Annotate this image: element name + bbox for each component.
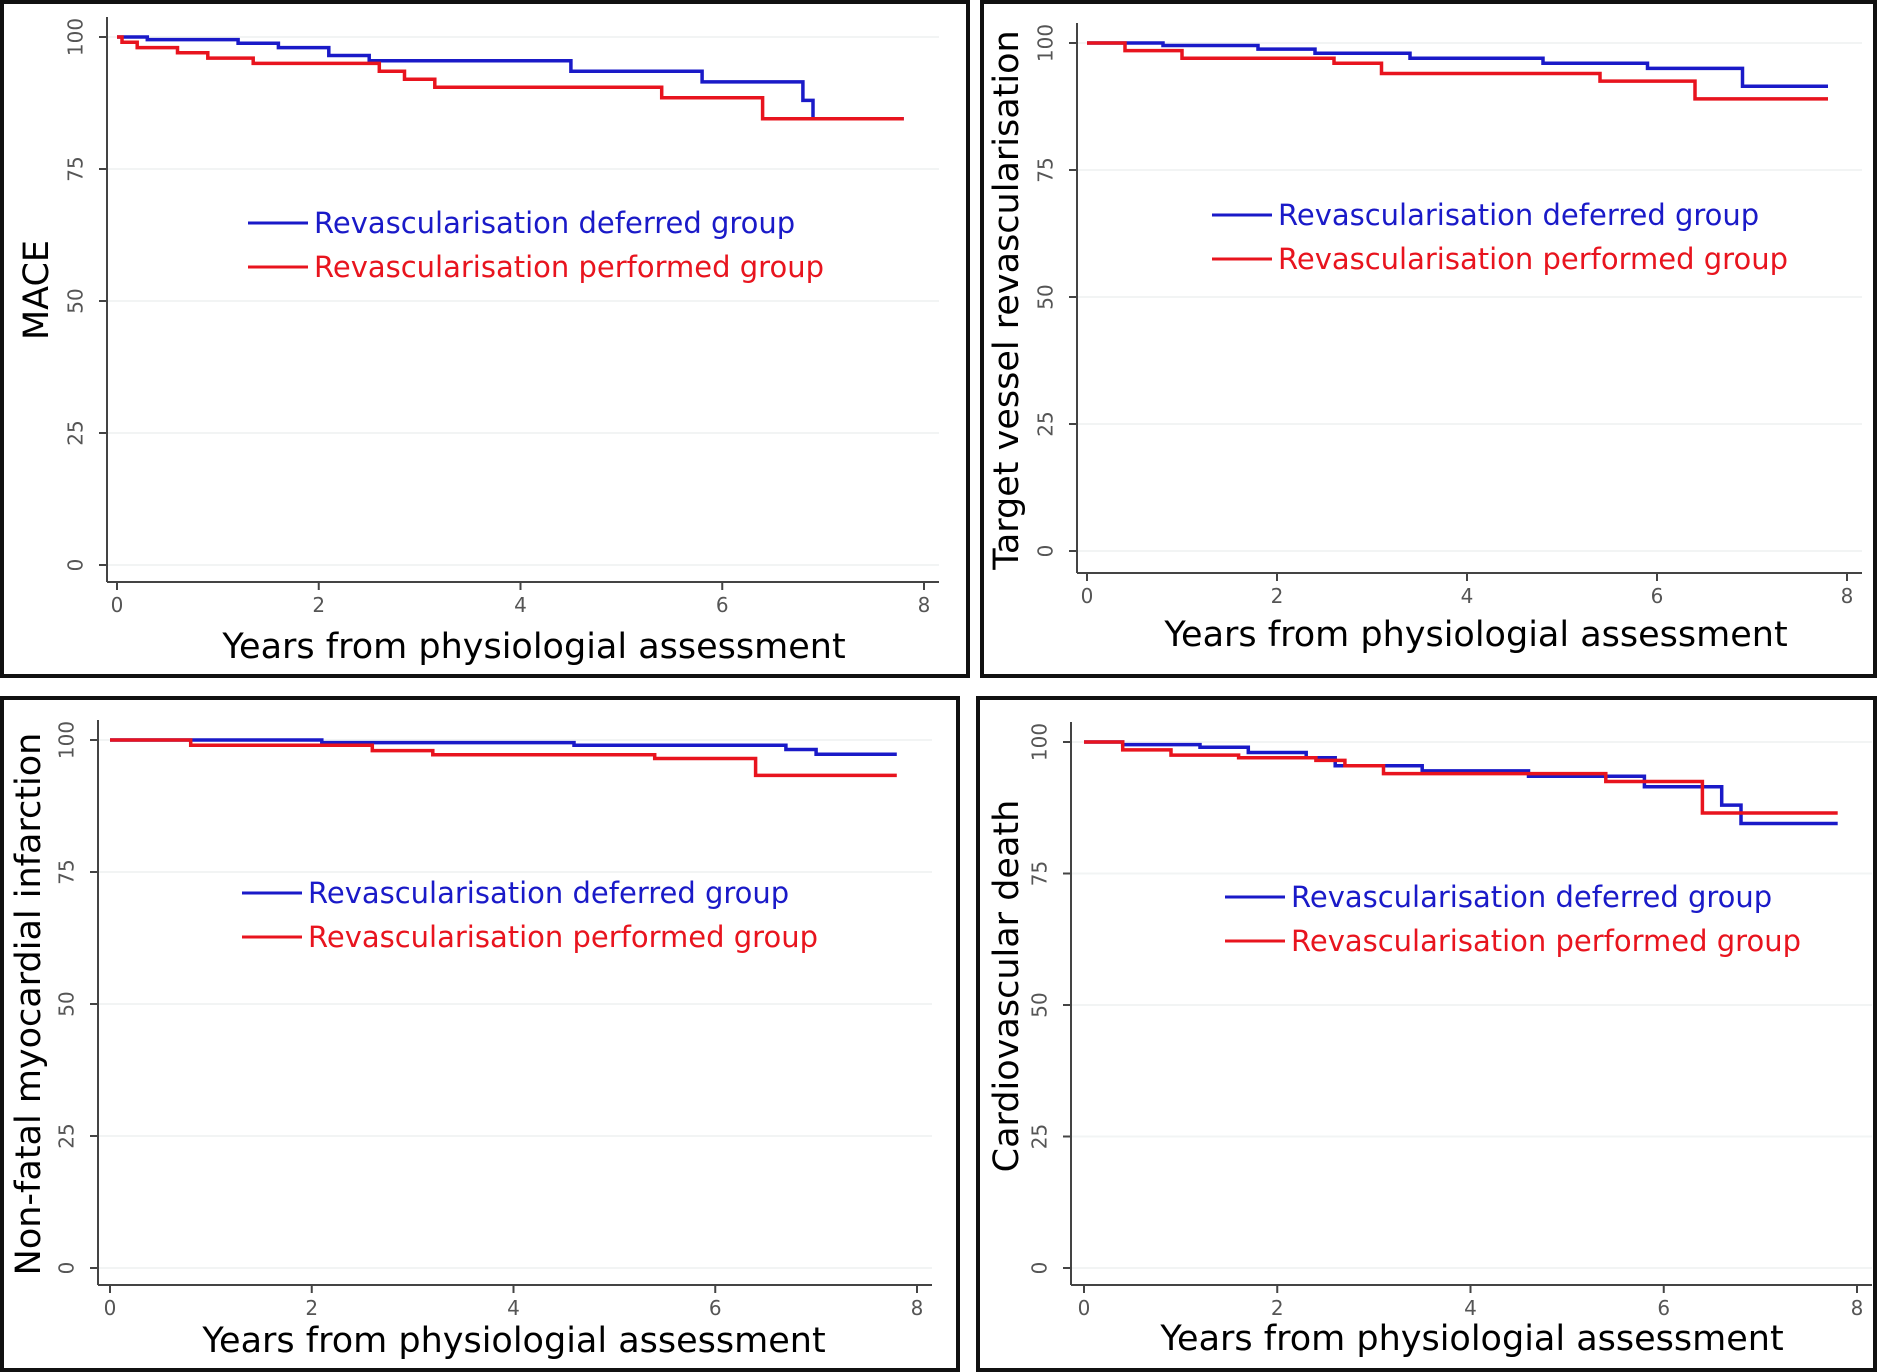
y-tick-label-mace-3: 75 (64, 156, 88, 181)
x-tick-label-mace-4: 8 (918, 593, 931, 617)
series-line-performed-tvr (1087, 41, 1828, 101)
x-tick-label-cvd-1: 2 (1271, 1296, 1284, 1320)
y-tick-label-mi-4: 100 (55, 721, 79, 759)
x-tick-label-cvd-4: 8 (1851, 1296, 1864, 1320)
y-tick-label-mi-0: 0 (55, 1262, 79, 1275)
series-line-performed-mace (117, 35, 904, 121)
x-tick-label-tvr-1: 2 (1271, 584, 1284, 608)
legend-label-deferred-cvd: Revascularisation deferred group (1291, 880, 1772, 914)
x-tick-label-mace-0: 0 (111, 593, 124, 617)
x-axis-title-tvr: Years from physiologial assessment (1163, 615, 1787, 655)
chart-panel-mi: 0 25 50 75 100 0 2 4 6 8 Revascularisation deferre… (9, 720, 932, 1361)
y-tick-label-cvd-2: 50 (1028, 992, 1052, 1017)
x-axis-title-mi: Years from physiologial assessment (201, 1321, 825, 1361)
y-tick-label-cvd-0: 0 (1028, 1262, 1052, 1275)
x-tick-label-tvr-3: 6 (1651, 584, 1664, 608)
x-tick-label-mace-1: 2 (312, 593, 325, 617)
series-line-performed-mi (110, 738, 897, 778)
y-tick-label-mace-0: 0 (64, 559, 88, 572)
legend-label-performed-cvd: Revascularisation performed group (1291, 924, 1801, 958)
y-tick-label-mi-3: 75 (55, 859, 79, 884)
x-axis-title-cvd: Years from physiologial assessment (1159, 1319, 1783, 1359)
legend-label-performed-mi: Revascularisation performed group (308, 920, 818, 954)
chart-panel-tvr: 0 25 50 75 100 0 2 4 6 8 Revascularisation deferre… (987, 23, 1862, 655)
y-tick-label-cvd-4: 100 (1028, 723, 1052, 761)
y-axis-title-mace: MACE (17, 240, 57, 340)
y-tick-label-mi-1: 25 (55, 1123, 79, 1148)
x-tick-label-mace-3: 6 (716, 593, 729, 617)
x-tick-label-mi-0: 0 (104, 1296, 117, 1320)
y-tick-label-tvr-2: 50 (1034, 284, 1058, 309)
y-axis-title-tvr: Target vessel revascularisation (987, 30, 1027, 571)
legend-label-performed-mace: Revascularisation performed group (314, 250, 824, 284)
series-line-deferred-tvr (1087, 41, 1828, 88)
x-tick-label-cvd-3: 6 (1657, 1296, 1670, 1320)
panel-frame-mace (0, 0, 970, 678)
x-tick-label-mi-3: 6 (709, 1296, 722, 1320)
y-tick-label-tvr-0: 0 (1034, 545, 1058, 558)
x-tick-label-cvd-2: 4 (1464, 1296, 1477, 1320)
y-tick-label-mi-2: 50 (55, 991, 79, 1016)
y-axis-title-mi: Non-fatal myocardial infarction (9, 733, 49, 1276)
x-axis-title-mace: Years from physiologial assessment (221, 627, 845, 667)
y-tick-label-tvr-4: 100 (1034, 24, 1058, 62)
x-tick-label-mi-4: 8 (911, 1296, 924, 1320)
y-tick-label-cvd-1: 25 (1028, 1124, 1052, 1149)
y-tick-label-tvr-1: 25 (1034, 411, 1058, 436)
y-tick-label-mace-2: 50 (64, 288, 88, 313)
legend-label-performed-tvr: Revascularisation performed group (1278, 242, 1788, 276)
panel-frame-tvr (980, 0, 1877, 678)
y-tick-label-tvr-3: 75 (1034, 157, 1058, 182)
y-tick-label-mace-1: 25 (64, 420, 88, 445)
x-tick-label-cvd-0: 0 (1078, 1296, 1091, 1320)
panel-frame-cvd (976, 696, 1877, 1372)
panel-frame-mi (0, 696, 960, 1372)
series-line-performed-cvd (1084, 740, 1838, 815)
x-tick-label-mi-1: 2 (305, 1296, 318, 1320)
x-tick-label-tvr-4: 8 (1841, 584, 1854, 608)
legend-label-deferred-tvr: Revascularisation deferred group (1278, 198, 1759, 232)
legend-label-deferred-mi: Revascularisation deferred group (308, 876, 789, 910)
x-tick-label-tvr-2: 4 (1461, 584, 1474, 608)
x-tick-label-mi-2: 4 (507, 1296, 520, 1320)
x-tick-label-tvr-0: 0 (1081, 584, 1094, 608)
x-tick-label-mace-2: 4 (514, 593, 527, 617)
y-axis-title-cvd: Cardiovascular death (987, 800, 1027, 1173)
series-line-deferred-mace (117, 35, 904, 121)
legend-label-deferred-mace: Revascularisation deferred group (314, 206, 795, 240)
y-tick-label-mace-4: 100 (64, 18, 88, 56)
chart-panel-cvd: 0 25 50 75 100 0 2 4 6 8 Revascularisation deferre… (987, 722, 1872, 1359)
series-line-deferred-mi (110, 738, 897, 757)
y-tick-label-cvd-3: 75 (1028, 861, 1052, 886)
chart-panel-mace: 0 25 50 75 100 0 2 4 6 8 Revascularisation deferre… (17, 17, 939, 667)
